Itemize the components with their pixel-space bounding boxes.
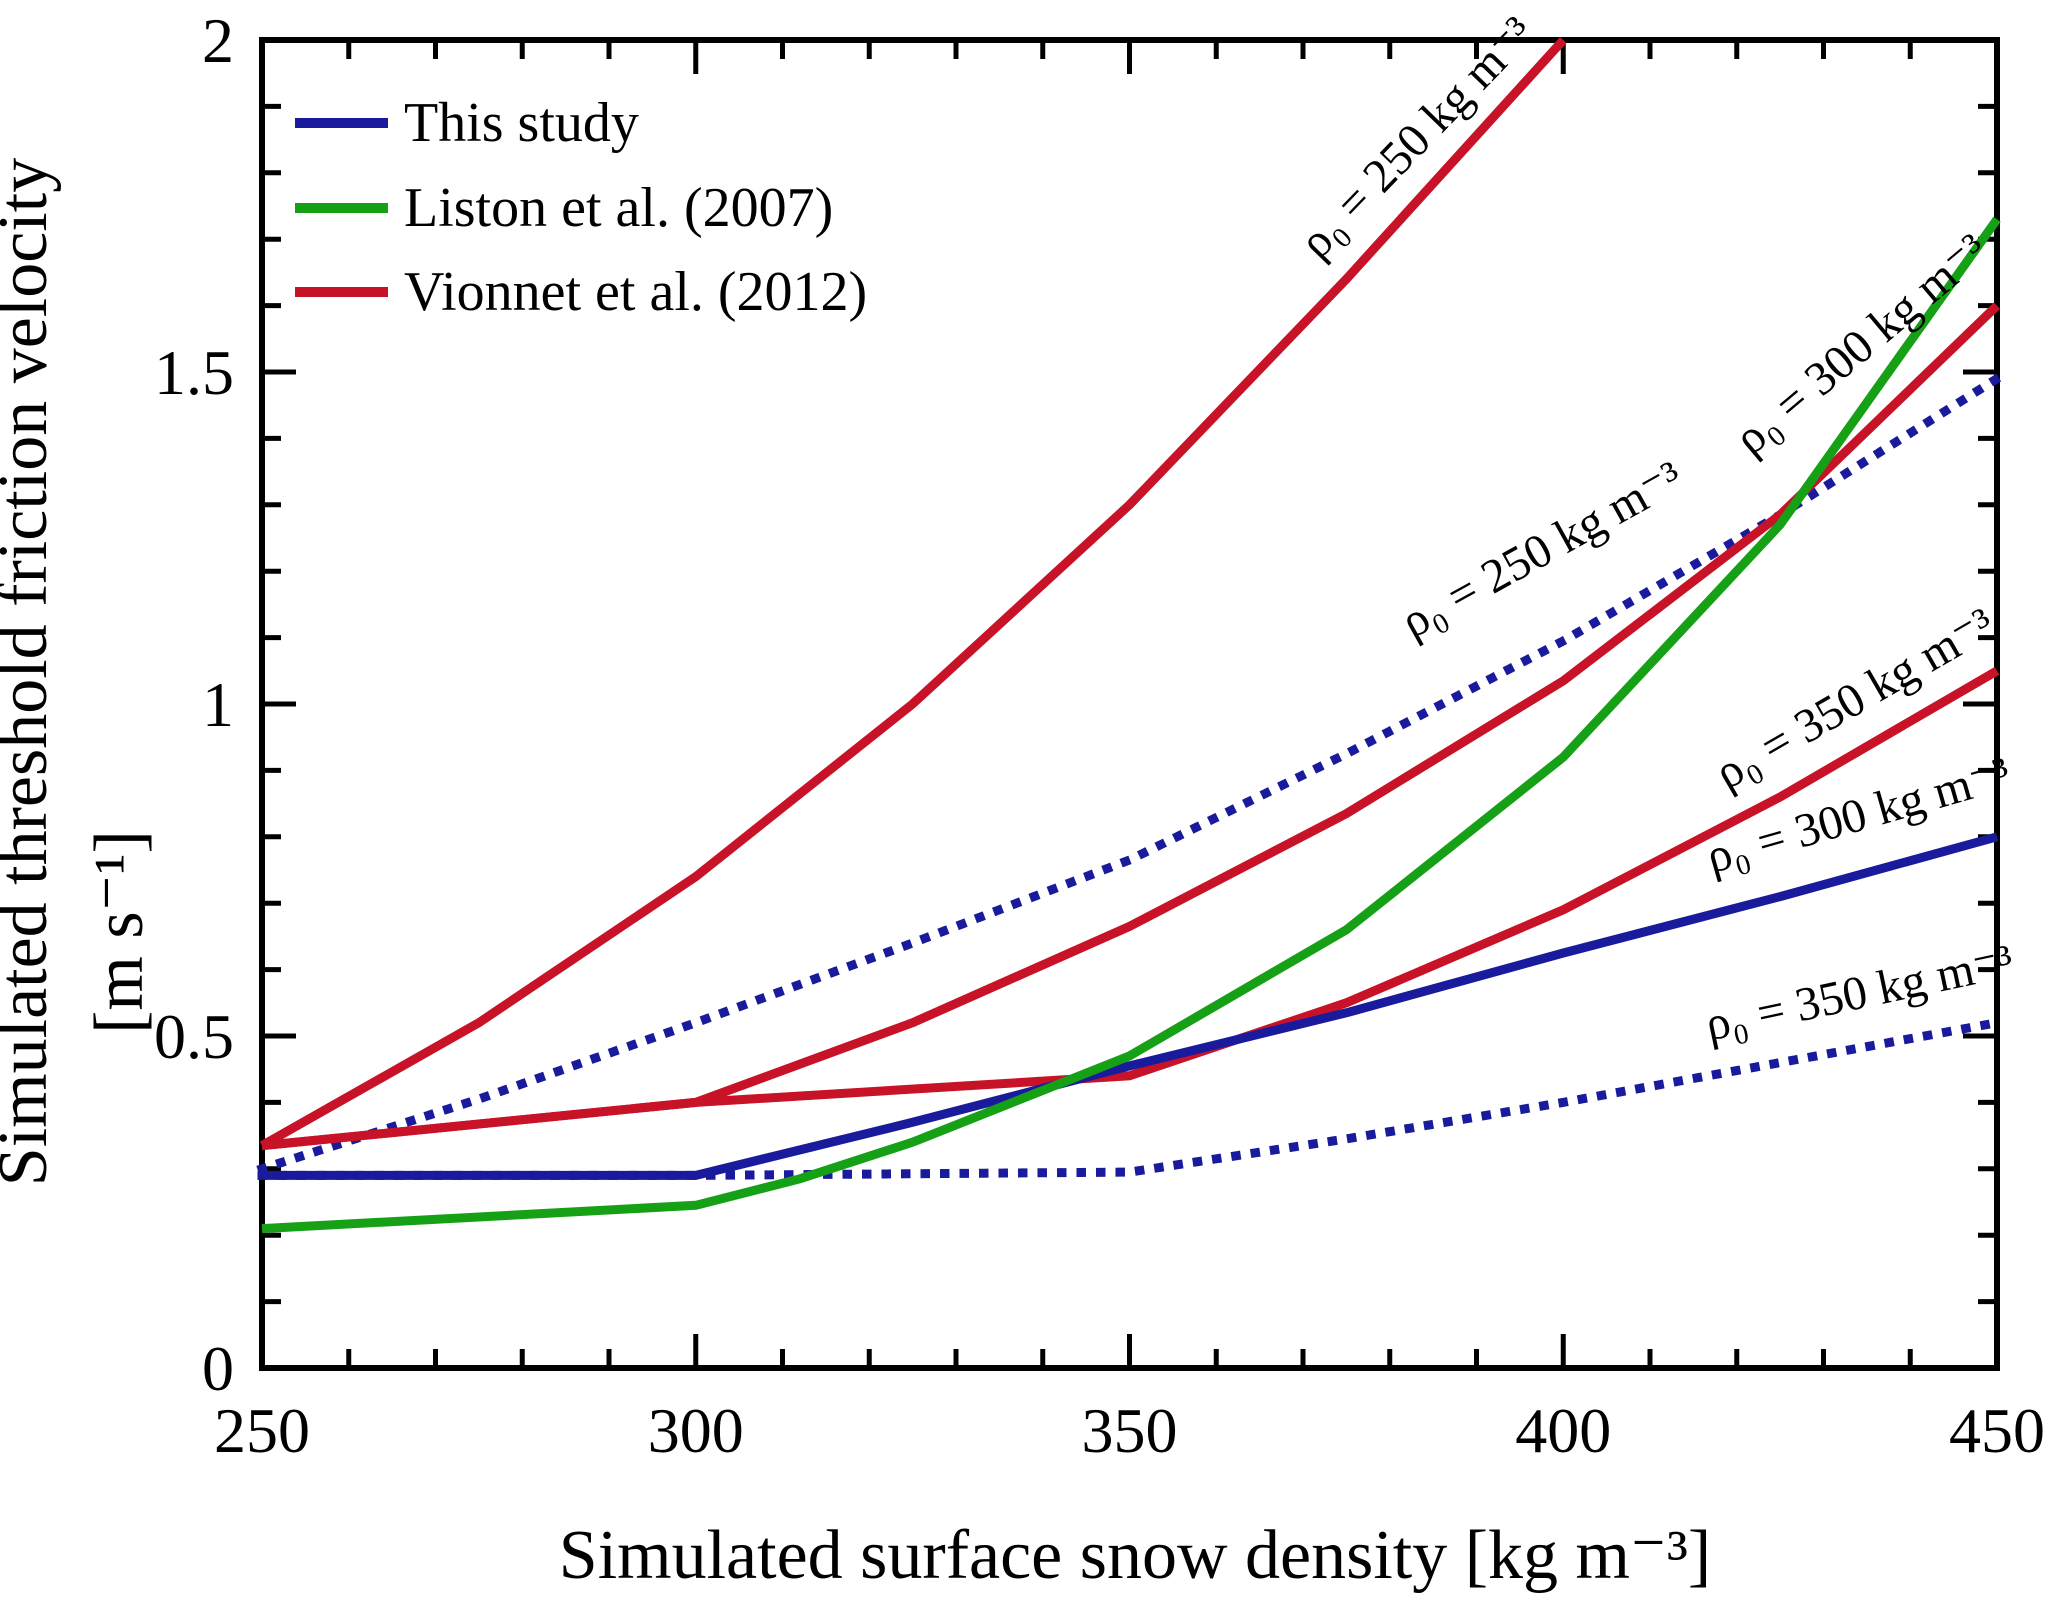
y-tick-label: 0.5 (154, 1001, 234, 1072)
axis-ticks (259, 37, 2000, 1371)
y-axis-title: Simulated threshold friction velocity (0, 158, 62, 1186)
series-line-vionnet-rho350 (261, 666, 2000, 1151)
series-line-vionnet-rho250 (259, 36, 1567, 1150)
x-tick-label: 300 (648, 1395, 744, 1466)
series-line-this-study-rho300-solid (262, 832, 1999, 1180)
x-tick-label: 250 (214, 1395, 310, 1466)
series-line-vionnet-rho300 (261, 302, 2001, 1151)
x-tick-label: 400 (1515, 1395, 1611, 1466)
plot-box (259, 37, 2000, 1371)
legend-label-this-study: This study (404, 92, 639, 154)
legend-label-liston-2007: Liston et al. (2007) (404, 177, 833, 239)
axis-tick-labels: 250 300 350 400 450 0 0.5 1 1.5 2 (154, 5, 2045, 1466)
data-series (256, 36, 2004, 1234)
y-axis-unit: [m s⁻¹] (81, 830, 158, 1034)
y-tick-label: 1 (202, 669, 234, 740)
x-tick-label: 450 (1949, 1395, 2045, 1466)
x-axis-title: Simulated surface snow density [kg m⁻³] (559, 1517, 1711, 1594)
curve-annotations: ρ₀ = 250 kg m⁻³ρ₀ = 300 kg m⁻³ρ₀ = 250 k… (1289, 7, 2018, 1052)
y-tick-label: 1.5 (154, 337, 234, 408)
y-tick-label: 0 (202, 1333, 234, 1404)
series-line-liston-2007 (261, 216, 2001, 1234)
y-tick-label: 2 (202, 5, 234, 76)
legend: This study Liston et al. (2007) Vionnet … (295, 92, 867, 323)
annotation-vionnet-250-label: ρ₀ = 250 kg m⁻³ (1289, 7, 1544, 269)
legend-label-vionnet-2012: Vionnet et al. (2012) (404, 261, 867, 323)
x-tick-label: 350 (1082, 1395, 1178, 1466)
series-line-this-study-rho250-dotted (256, 372, 2004, 1175)
